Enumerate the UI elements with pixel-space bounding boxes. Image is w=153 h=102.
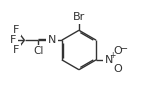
Text: O: O [113,64,122,74]
Text: F: F [10,35,17,45]
Text: Cl: Cl [33,46,43,56]
Text: Br: Br [73,12,85,22]
Text: +: + [110,51,116,60]
Text: O: O [113,46,122,56]
Text: F: F [13,25,20,35]
Text: F: F [13,45,20,55]
Text: −: − [120,44,128,54]
Text: N: N [105,55,113,65]
Text: N: N [48,35,56,45]
